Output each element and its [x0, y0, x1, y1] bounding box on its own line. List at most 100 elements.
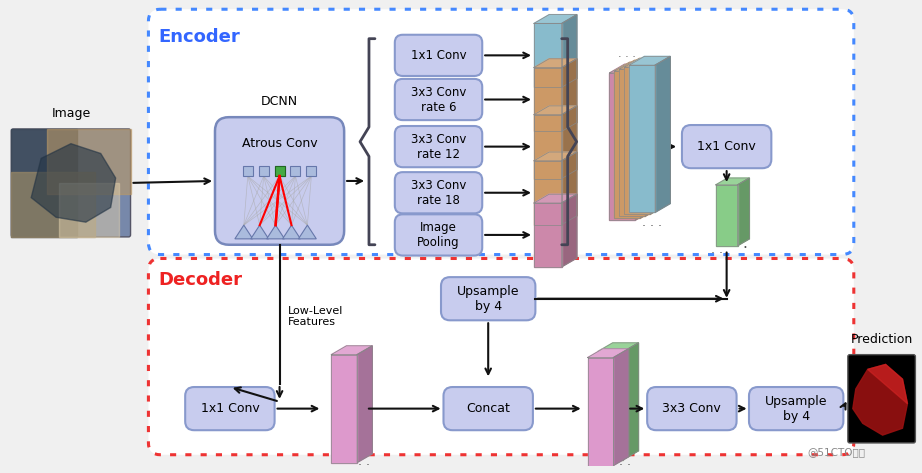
Polygon shape	[534, 161, 561, 225]
Polygon shape	[11, 129, 77, 237]
Polygon shape	[534, 59, 577, 68]
FancyBboxPatch shape	[395, 214, 482, 255]
FancyBboxPatch shape	[215, 117, 344, 245]
Bar	[275, 166, 285, 176]
Text: Encoder: Encoder	[159, 28, 240, 46]
Bar	[290, 166, 301, 176]
Polygon shape	[635, 64, 650, 220]
Text: 3x3 Conv
rate 12: 3x3 Conv rate 12	[411, 132, 467, 161]
Bar	[275, 166, 285, 176]
FancyBboxPatch shape	[185, 387, 275, 430]
FancyBboxPatch shape	[647, 387, 737, 430]
Polygon shape	[561, 59, 577, 131]
Text: 1x1 Conv: 1x1 Conv	[697, 140, 756, 153]
Text: Image
Pooling: Image Pooling	[418, 221, 460, 249]
Text: Upsample
by 4: Upsample by 4	[765, 394, 827, 422]
Text: ·: ·	[742, 241, 747, 255]
Polygon shape	[614, 62, 656, 71]
FancyBboxPatch shape	[395, 79, 482, 120]
Polygon shape	[597, 352, 623, 460]
Bar	[259, 166, 268, 176]
FancyBboxPatch shape	[443, 387, 533, 430]
Polygon shape	[266, 225, 285, 239]
Polygon shape	[331, 355, 357, 463]
Text: 1x1 Conv: 1x1 Conv	[200, 402, 259, 415]
Polygon shape	[624, 67, 650, 214]
Polygon shape	[868, 365, 907, 404]
Text: DCNN: DCNN	[261, 96, 298, 108]
FancyBboxPatch shape	[682, 125, 772, 168]
Text: Prediction: Prediction	[850, 333, 913, 346]
FancyBboxPatch shape	[749, 387, 844, 430]
Polygon shape	[630, 56, 670, 65]
Polygon shape	[853, 365, 907, 435]
Polygon shape	[11, 172, 95, 237]
Polygon shape	[715, 178, 750, 185]
Polygon shape	[587, 349, 629, 358]
Polygon shape	[561, 194, 577, 267]
Text: · · ·: · · ·	[619, 52, 636, 62]
Polygon shape	[534, 194, 577, 203]
Polygon shape	[640, 62, 656, 218]
FancyBboxPatch shape	[148, 258, 854, 455]
Polygon shape	[715, 185, 738, 246]
Polygon shape	[534, 24, 561, 87]
Polygon shape	[331, 346, 372, 355]
Polygon shape	[534, 115, 561, 178]
Polygon shape	[31, 144, 115, 222]
FancyBboxPatch shape	[395, 172, 482, 213]
Polygon shape	[597, 343, 639, 352]
Polygon shape	[623, 343, 639, 460]
Text: · · ·: · · ·	[642, 220, 662, 233]
Text: Low-Level
Features: Low-Level Features	[288, 306, 343, 327]
Polygon shape	[534, 152, 577, 161]
Polygon shape	[645, 60, 660, 216]
Polygon shape	[561, 106, 577, 178]
Polygon shape	[738, 178, 750, 246]
Polygon shape	[561, 152, 577, 225]
Polygon shape	[59, 183, 119, 237]
Text: 1x1 Conv: 1x1 Conv	[410, 49, 467, 62]
Text: Image: Image	[52, 107, 90, 120]
Text: 3x3 Conv: 3x3 Conv	[663, 402, 721, 415]
Polygon shape	[620, 69, 645, 216]
Text: Upsample
by 4: Upsample by 4	[457, 285, 519, 313]
Polygon shape	[624, 58, 666, 67]
Text: @51CTO博客: @51CTO博客	[808, 447, 866, 457]
FancyBboxPatch shape	[848, 355, 916, 443]
Bar	[242, 166, 253, 176]
Text: · ·: · ·	[620, 459, 632, 473]
Text: · ·: · ·	[711, 246, 723, 260]
Polygon shape	[235, 225, 253, 239]
Bar	[306, 166, 316, 176]
Polygon shape	[251, 225, 268, 239]
FancyBboxPatch shape	[148, 9, 854, 254]
Polygon shape	[534, 68, 561, 131]
Polygon shape	[534, 106, 577, 115]
FancyBboxPatch shape	[395, 35, 482, 76]
Text: 3x3 Conv
rate 18: 3x3 Conv rate 18	[411, 179, 467, 207]
FancyBboxPatch shape	[395, 126, 482, 167]
Polygon shape	[534, 203, 561, 267]
Polygon shape	[561, 15, 577, 87]
Polygon shape	[613, 349, 629, 465]
Polygon shape	[587, 358, 613, 465]
Polygon shape	[357, 346, 372, 463]
Polygon shape	[656, 56, 670, 212]
FancyBboxPatch shape	[11, 129, 131, 237]
Polygon shape	[609, 64, 650, 73]
Text: Concat: Concat	[467, 402, 510, 415]
Polygon shape	[614, 71, 640, 218]
Polygon shape	[47, 129, 131, 194]
Polygon shape	[650, 58, 666, 214]
Polygon shape	[299, 225, 316, 239]
FancyBboxPatch shape	[441, 277, 536, 320]
Polygon shape	[609, 73, 635, 220]
Polygon shape	[620, 60, 660, 69]
Polygon shape	[534, 15, 577, 24]
Text: · ·: · ·	[358, 459, 370, 473]
Text: Decoder: Decoder	[159, 271, 242, 289]
Text: Atrous Conv: Atrous Conv	[242, 137, 317, 149]
Text: 3x3 Conv
rate 6: 3x3 Conv rate 6	[411, 86, 467, 114]
Polygon shape	[630, 65, 656, 212]
